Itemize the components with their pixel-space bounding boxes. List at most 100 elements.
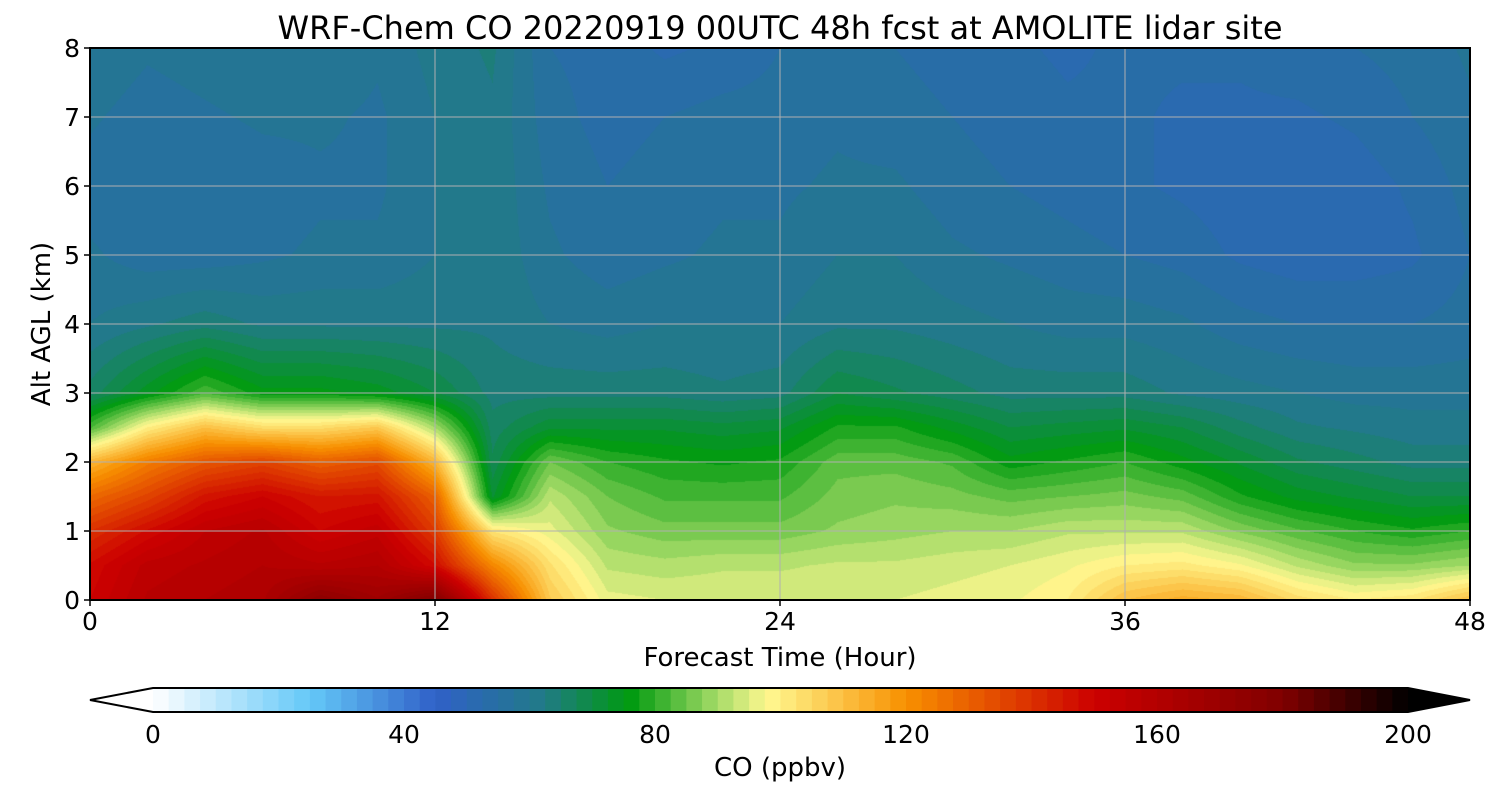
colorbar-extend-low [90, 688, 153, 712]
colorbar-level [1031, 688, 1048, 712]
y-tick-label: 4 [64, 310, 80, 339]
colorbar-level [858, 688, 876, 712]
colorbar-level [655, 688, 672, 712]
colorbar-level [404, 688, 421, 712]
colorbar-level [733, 688, 750, 712]
colorbar-level [529, 688, 546, 712]
colorbar-level [560, 688, 578, 712]
y-tick-label: 3 [64, 379, 80, 408]
colorbar-level [576, 688, 593, 712]
colorbar-level [906, 688, 923, 712]
colorbar-level [372, 688, 389, 712]
y-tick-label: 0 [64, 586, 80, 615]
colorbar-level [388, 688, 405, 712]
colorbar-outline [89, 687, 1471, 713]
colorbar-level [843, 688, 860, 712]
colorbar-level [325, 688, 342, 712]
y-tick-label: 6 [64, 172, 80, 201]
colorbar-level [1157, 688, 1174, 712]
colorbar-level [482, 688, 499, 712]
colorbar-level [513, 688, 531, 712]
colorbar-level [262, 688, 280, 712]
colorbar-level [1172, 688, 1189, 712]
colorbar-level [1251, 688, 1268, 712]
colorbar-level [545, 688, 562, 712]
y-axis-ticks: 0 1 2 3 4 5 6 7 8 [64, 34, 90, 615]
colorbar-level [749, 688, 766, 712]
colorbar-level [984, 688, 1001, 712]
colorbar-level [278, 688, 295, 712]
colorbar-level [215, 688, 233, 712]
x-axis-label: Forecast Time (Hour) [643, 643, 916, 673]
colorbar-level [1219, 688, 1237, 712]
colorbar-level [811, 688, 829, 712]
colorbar-level [1125, 688, 1142, 712]
y-tick-label: 5 [64, 241, 80, 270]
colorbar-tick-label: 160 [1133, 720, 1181, 749]
y-tick-label: 7 [64, 103, 80, 132]
colorbar-level [231, 688, 248, 712]
colorbar-level [1047, 688, 1064, 712]
colorbar-level [1141, 688, 1158, 712]
colorbar-level [592, 688, 609, 712]
colorbar-level [890, 688, 907, 712]
colorbar-level [686, 688, 703, 712]
colorbar-tick-label: 80 [639, 720, 671, 749]
colorbar-level [1360, 688, 1378, 712]
colorbar-level [1298, 688, 1315, 712]
colorbar-level [309, 688, 327, 712]
colorbar-tick-label: 200 [1384, 720, 1432, 749]
x-tick-label: 0 [82, 607, 98, 636]
colorbar-level [780, 688, 797, 712]
y-axis-label: Alt AGL (km) [27, 242, 57, 406]
colorbar-level [670, 688, 687, 712]
colorbar-level [639, 688, 656, 712]
colorbar-level [1062, 688, 1080, 712]
colorbar-level [466, 688, 484, 712]
colorbar-level [200, 688, 217, 712]
chart-title: WRF-Chem CO 20220919 00UTC 48h fcst at A… [277, 9, 1282, 47]
colorbar-level [1094, 688, 1111, 712]
colorbar-ticks: 0 40 80 120 160 200 [145, 720, 1432, 749]
colorbar-level [1015, 688, 1033, 712]
colorbar-level [168, 688, 185, 712]
x-tick-label: 12 [419, 607, 451, 636]
colorbar-level [498, 688, 515, 712]
y-tick-label: 8 [64, 34, 80, 63]
colorbar-level [1204, 688, 1221, 712]
colorbar-level [451, 688, 468, 712]
colorbar-tick-label: 0 [145, 720, 161, 749]
colorbar-level [419, 688, 436, 712]
colorbar-label: CO (ppbv) [714, 753, 846, 783]
colorbar-level [1266, 688, 1284, 712]
y-tick-label: 1 [64, 517, 80, 546]
colorbar-level [1282, 688, 1299, 712]
colorbar-level [921, 688, 938, 712]
colorbar-tick-label: 40 [388, 720, 420, 749]
colorbar-level [1109, 688, 1127, 712]
colorbar-level [294, 688, 311, 712]
colorbar-level [1313, 688, 1331, 712]
y-tick-label: 2 [64, 448, 80, 477]
colorbar-level [1078, 688, 1095, 712]
colorbar-extend-high [1408, 688, 1470, 712]
colorbar-level [153, 688, 170, 712]
colorbar [89, 687, 1471, 713]
colorbar-level [341, 688, 358, 712]
colorbar-level [953, 688, 970, 712]
colorbar-level [1329, 688, 1346, 712]
colorbar-level [607, 688, 625, 712]
colorbar-level [968, 688, 986, 712]
colorbar-level [1000, 688, 1017, 712]
colorbar-level [1235, 688, 1252, 712]
colorbar-level [937, 688, 954, 712]
colorbar-level [796, 688, 813, 712]
colorbar-level [1376, 688, 1393, 712]
colorbar-tick-label: 120 [882, 720, 930, 749]
colorbar-level [717, 688, 735, 712]
colorbar-level [356, 688, 374, 712]
colorbar-level [764, 688, 782, 712]
colorbar-level [1188, 688, 1205, 712]
x-tick-label: 24 [764, 607, 796, 636]
